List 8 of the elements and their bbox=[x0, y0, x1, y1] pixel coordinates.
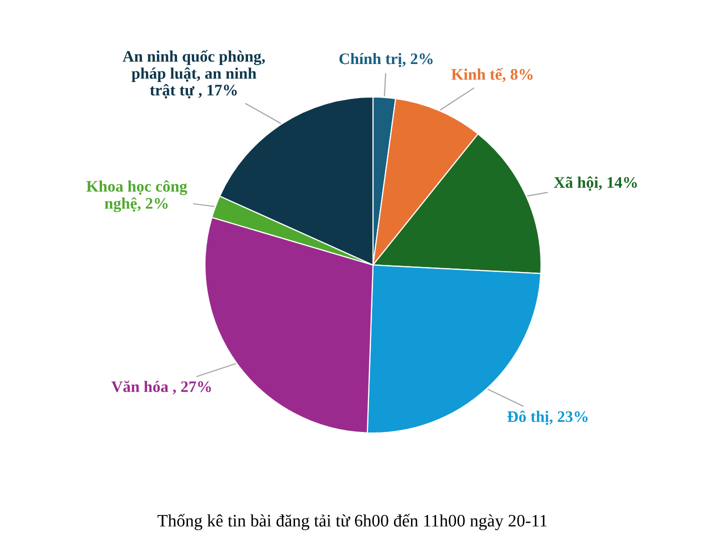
slice-label: Kinh tế, 8% bbox=[451, 68, 533, 82]
slice-label: Đô thị, 23% bbox=[507, 410, 588, 426]
slice-label: An ninh quốc phòng, pháp luật, an ninh trật tự , 17% bbox=[122, 50, 265, 98]
text: Thống kê tin bài đăng tải từ 6h00 đến 11h00 ngày 20-11 bbox=[158, 514, 547, 530]
slice-label: Khoa học công nghệ, 2% bbox=[86, 180, 188, 212]
slice-label: Xã hội, 14% bbox=[554, 176, 637, 191]
slice-label: Văn hóa , 27% bbox=[111, 380, 211, 394]
slice-label: Chính trị, 2% bbox=[339, 52, 433, 68]
